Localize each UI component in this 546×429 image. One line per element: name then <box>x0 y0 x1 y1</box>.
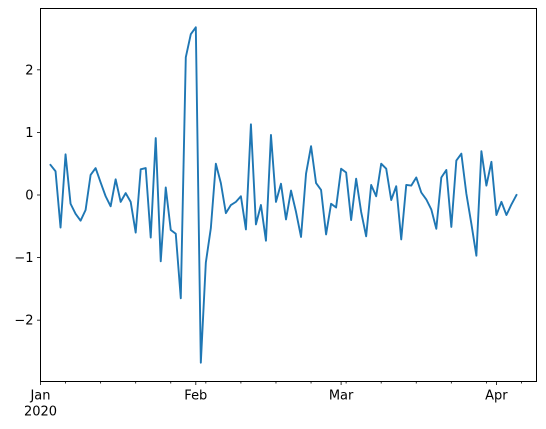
y-tick-label: 1 <box>25 126 33 141</box>
y-tick-label: 0 <box>25 189 33 204</box>
y-tick-label: −1 <box>14 251 33 266</box>
y-tick-label: 2 <box>25 63 33 78</box>
x-tick-label: Feb <box>184 389 207 404</box>
x-tick-label: Jan <box>29 389 50 404</box>
x-tick-sublabel: 2020 <box>24 405 57 420</box>
plot-area <box>40 8 537 382</box>
axes-background <box>40 8 537 382</box>
x-tick-label: Mar <box>329 389 354 404</box>
y-tick-label: −2 <box>14 314 33 329</box>
x-tick-label: Apr <box>485 389 508 404</box>
series-line <box>49 26 518 364</box>
y-axis: 2 1 0 −1 −2 <box>14 63 41 329</box>
